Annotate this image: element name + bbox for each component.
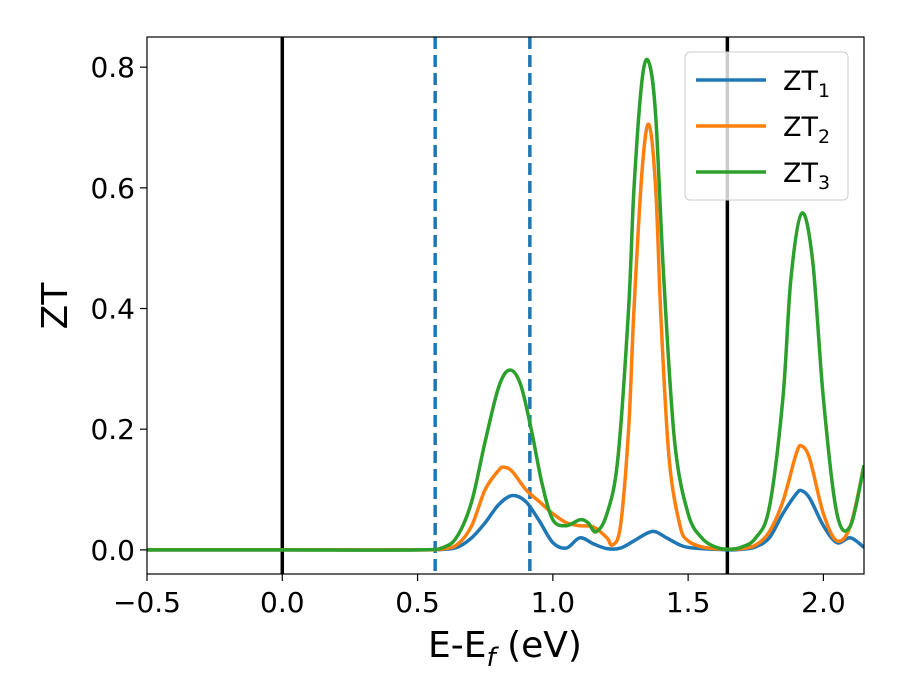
y-axis-ticks: 0.0 0.2 0.4 0.6 0.8 bbox=[90, 51, 147, 567]
y-tick-label: 0.2 bbox=[90, 413, 135, 446]
x-axis-label-unit: (eV) bbox=[496, 625, 582, 666]
legend-label-subscript: 2 bbox=[818, 126, 830, 148]
x-tick-label: −0.5 bbox=[113, 586, 181, 619]
x-tick-label: 1.0 bbox=[531, 586, 576, 619]
x-axis-label-main: E-E bbox=[428, 625, 486, 666]
x-tick-label: 0.0 bbox=[260, 586, 305, 619]
legend-label-zt1: ZT1 bbox=[783, 66, 830, 102]
series-line-zt3 bbox=[147, 57, 864, 552]
x-tick-label: 2.0 bbox=[801, 586, 846, 619]
x-axis-label: E-Ef (eV) bbox=[428, 625, 582, 673]
plot-frame bbox=[146, 36, 865, 575]
y-axis-label: ZT bbox=[35, 282, 76, 330]
y-tick-label: 0.0 bbox=[90, 534, 135, 567]
x-tick-label: 1.5 bbox=[666, 586, 711, 619]
legend-label-subscript: 1 bbox=[818, 80, 830, 102]
series-line-zt1 bbox=[147, 488, 864, 552]
legend-label-zt2: ZT2 bbox=[783, 112, 830, 148]
legend-label-main: ZT bbox=[783, 112, 818, 143]
x-axis-ticks: −0.5 0.0 0.5 1.0 1.5 2.0 bbox=[113, 574, 846, 619]
legend-label-main: ZT bbox=[783, 158, 818, 189]
legend-label-main: ZT bbox=[783, 66, 818, 97]
y-tick-label: 0.4 bbox=[90, 293, 135, 326]
y-tick-label: 0.6 bbox=[90, 172, 135, 205]
x-tick-label: 0.5 bbox=[395, 586, 440, 619]
y-tick-label: 0.8 bbox=[90, 51, 135, 84]
series-layer bbox=[147, 57, 864, 552]
legend-label-subscript: 3 bbox=[818, 172, 830, 194]
legend-box bbox=[684, 51, 849, 201]
legend-label-zt3: ZT3 bbox=[783, 158, 830, 194]
series-line-zt2 bbox=[147, 122, 864, 552]
